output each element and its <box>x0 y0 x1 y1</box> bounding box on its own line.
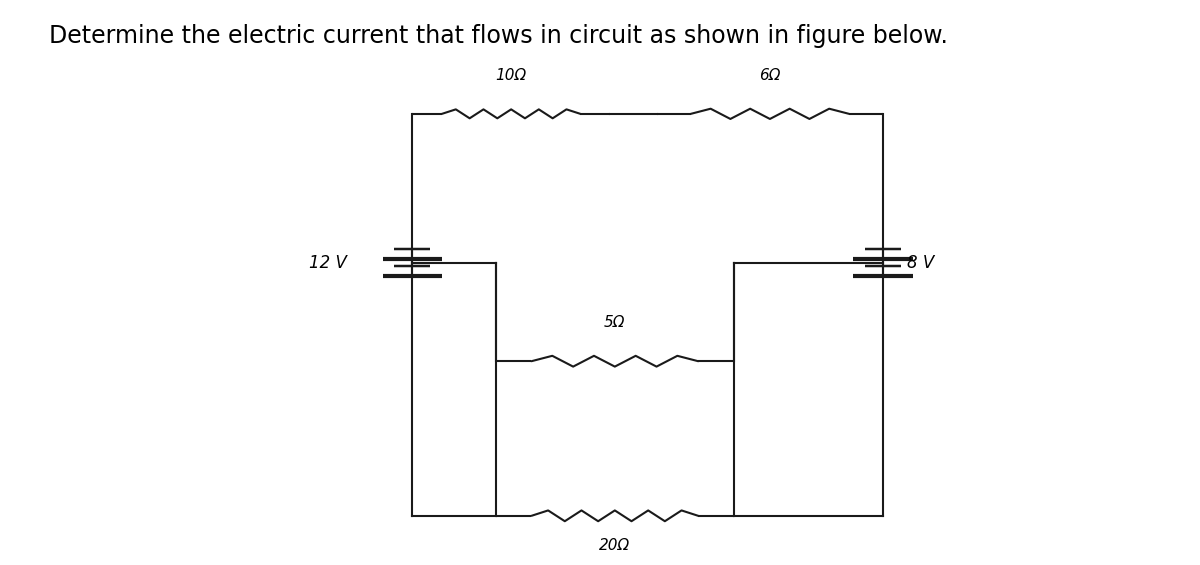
Text: 12 V: 12 V <box>308 254 347 272</box>
Text: Determine the electric current that flows in circuit as shown in figure below.: Determine the electric current that flow… <box>49 24 948 48</box>
Text: 8 V: 8 V <box>907 254 934 272</box>
Text: 5Ω: 5Ω <box>604 315 625 331</box>
Text: 6Ω: 6Ω <box>760 68 781 83</box>
Text: 20Ω: 20Ω <box>599 538 630 553</box>
Text: 10Ω: 10Ω <box>496 68 527 83</box>
